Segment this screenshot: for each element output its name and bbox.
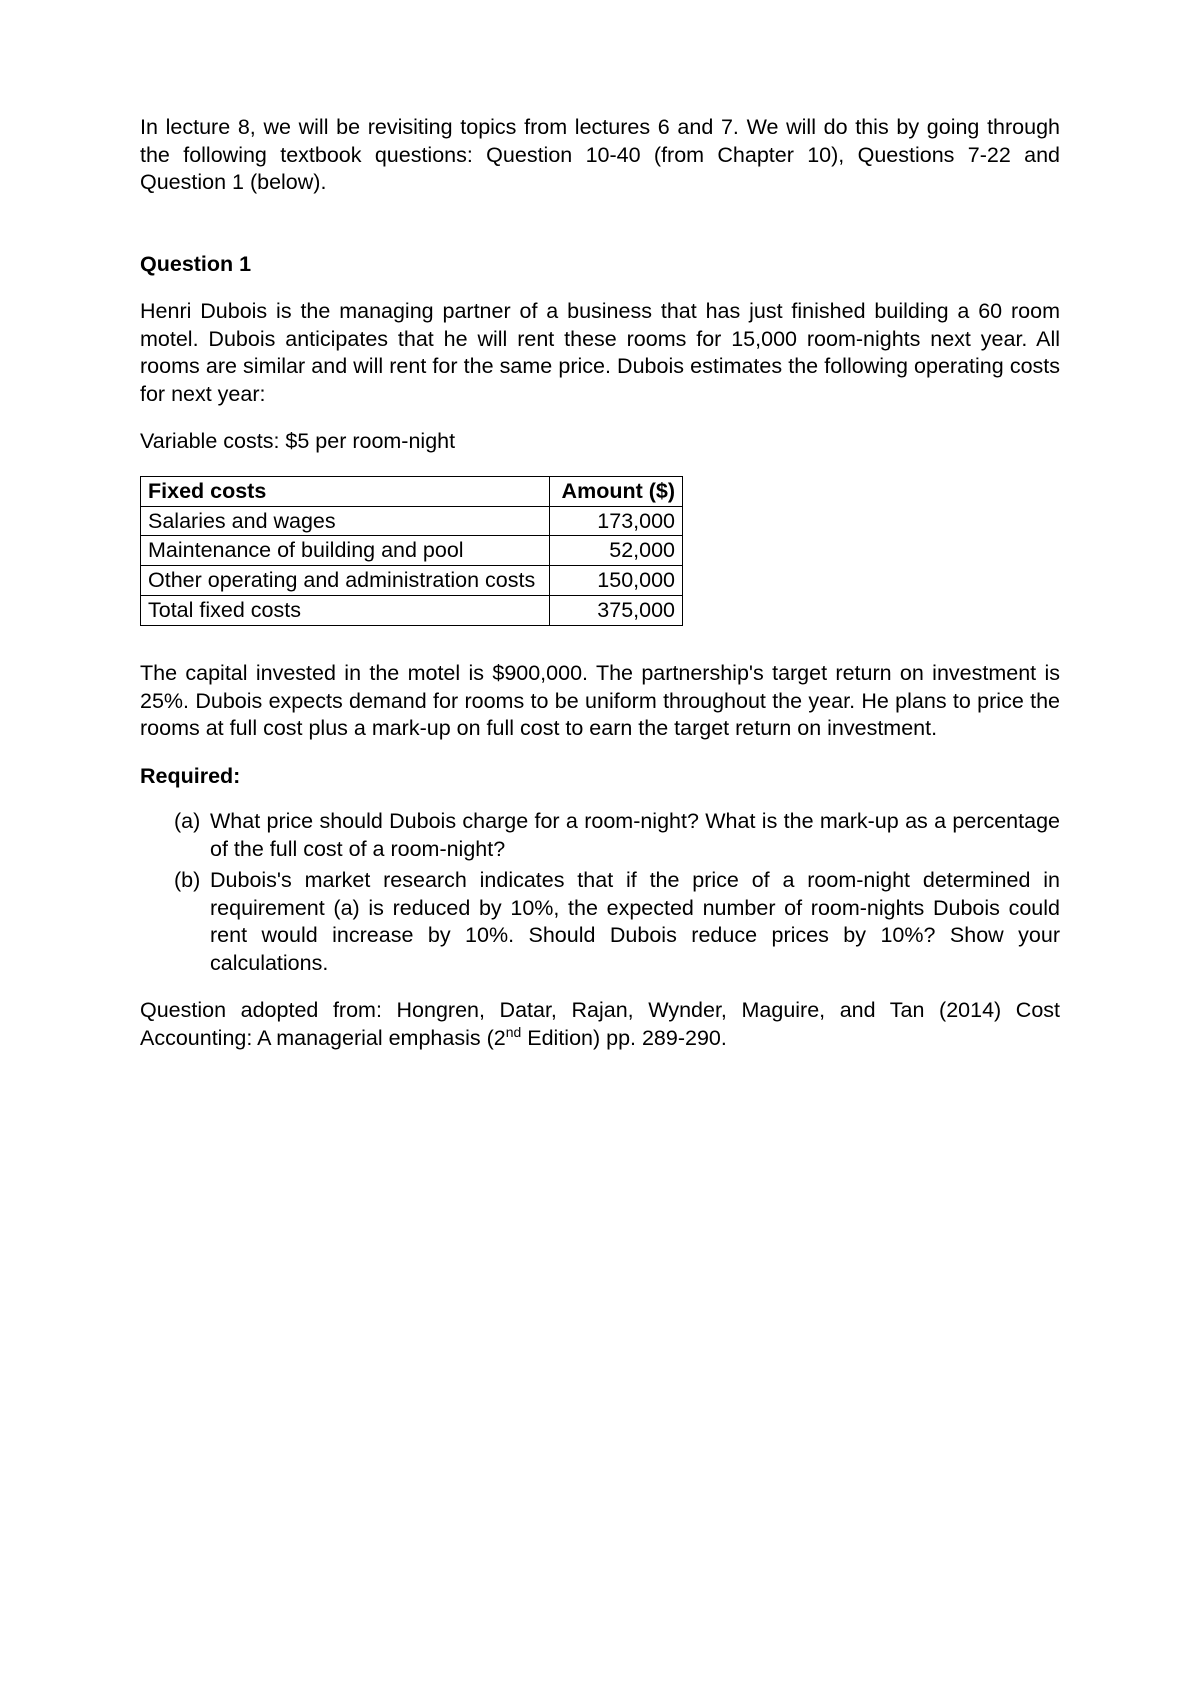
question-1-heading: Question 1 xyxy=(140,251,1060,279)
requirements-list: (a) What price should Dubois charge for … xyxy=(140,808,1060,977)
document-page: In lecture 8, we will be revisiting topi… xyxy=(0,0,1200,1697)
table-cell-amount: 150,000 xyxy=(550,566,683,596)
citation-post: Edition) pp. 289-290. xyxy=(521,1026,727,1050)
requirement-item: (a) What price should Dubois charge for … xyxy=(140,808,1060,863)
table-cell-label: Salaries and wages xyxy=(141,506,550,536)
table-row: Total fixed costs 375,000 xyxy=(141,596,683,626)
required-heading: Required: xyxy=(140,763,1060,791)
post-table-paragraph: The capital invested in the motel is $90… xyxy=(140,660,1060,743)
intro-paragraph: In lecture 8, we will be revisiting topi… xyxy=(140,114,1060,197)
requirement-text: Dubois's market research indicates that … xyxy=(210,868,1060,975)
table-header-row: Fixed costs Amount ($) xyxy=(141,476,683,506)
table-row: Salaries and wages 173,000 xyxy=(141,506,683,536)
variable-costs-line: Variable costs: $5 per room-night xyxy=(140,428,1060,456)
table-cell-amount: 173,000 xyxy=(550,506,683,536)
citation-superscript: nd xyxy=(506,1024,522,1040)
table-header-amount: Amount ($) xyxy=(550,476,683,506)
requirement-text: What price should Dubois charge for a ro… xyxy=(210,809,1060,861)
table-row: Maintenance of building and pool 52,000 xyxy=(141,536,683,566)
requirement-marker: (a) xyxy=(174,808,204,836)
table-cell-label: Other operating and administration costs xyxy=(141,566,550,596)
table-header-label: Fixed costs xyxy=(141,476,550,506)
fixed-costs-table: Fixed costs Amount ($) Salaries and wage… xyxy=(140,476,683,626)
citation-paragraph: Question adopted from: Hongren, Datar, R… xyxy=(140,997,1060,1052)
table-cell-label: Total fixed costs xyxy=(141,596,550,626)
requirement-marker: (b) xyxy=(174,867,204,895)
table-cell-amount: 375,000 xyxy=(550,596,683,626)
table-cell-label: Maintenance of building and pool xyxy=(141,536,550,566)
table-row: Other operating and administration costs… xyxy=(141,566,683,596)
table-cell-amount: 52,000 xyxy=(550,536,683,566)
requirement-item: (b) Dubois's market research indicates t… xyxy=(140,867,1060,977)
scenario-paragraph: Henri Dubois is the managing partner of … xyxy=(140,298,1060,408)
